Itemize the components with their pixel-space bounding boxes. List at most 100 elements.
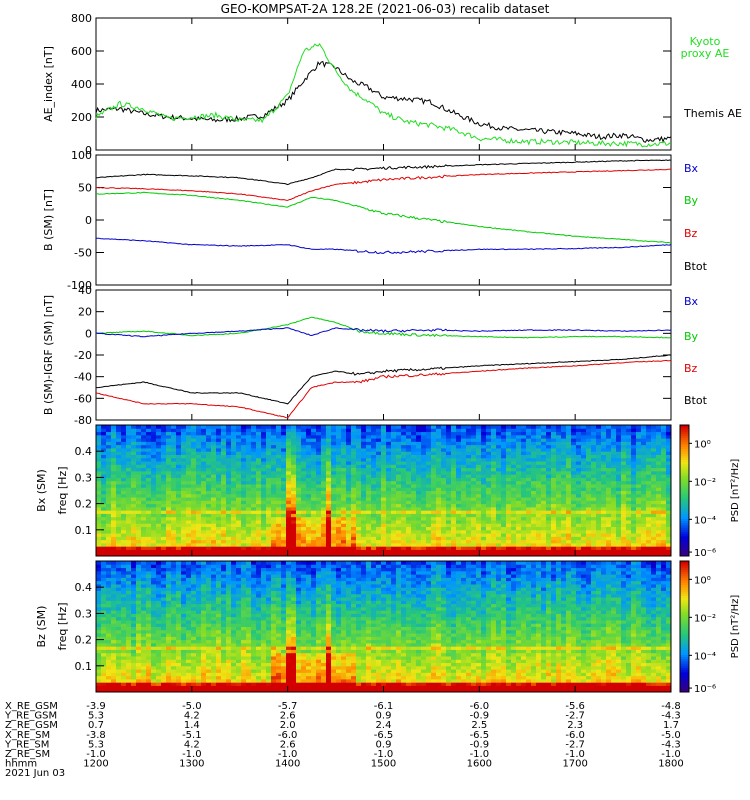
spectrogram-cell [421,457,427,462]
spectrogram-cell [536,523,542,528]
spectrogram-cell [216,519,222,524]
spectrogram-cell [291,539,297,544]
spectrogram-cell [491,425,497,429]
spectrogram-cell [286,533,292,537]
spectrogram-cell [481,497,487,501]
spectrogram-cell [306,506,312,511]
spectrogram-cell [301,549,307,554]
spectrogram-cell [361,549,367,554]
spectrogram-cell [421,510,427,514]
spectrogram-cell [506,451,512,455]
spectrogram-cell [101,474,107,478]
spectrogram-cell [456,428,462,433]
spectrogram-cell [401,477,407,482]
spectrogram-cell [371,451,377,455]
spectrogram-cell [361,493,367,498]
spectrogram-cell [141,441,147,446]
spectrogram-cell [281,474,287,478]
spectrogram-cell [496,546,502,550]
spectrogram-cell [141,526,147,531]
spectrogram-cell [536,434,542,439]
spectrogram-cell [366,506,372,511]
spectrogram-cell [191,457,197,462]
spectrogram-cell [656,552,662,557]
spectrogram-cell [281,428,287,433]
spectrogram-cell [656,539,662,544]
spectrogram-cell [471,438,477,442]
spectrogram-cell [351,474,357,478]
spectrogram-cell [566,490,572,495]
spectrogram-cell [661,483,667,488]
spectrogram-cell [641,464,647,469]
spectrogram-cell [551,467,557,472]
spectrogram-cell [651,441,657,446]
spectrogram-cell [651,467,657,472]
spectrogram-cell [116,500,122,505]
spectrogram-cell [576,431,582,436]
spectrogram-cell [411,529,417,534]
spectrogram-cell [626,431,632,436]
spectrogram-cell [306,529,312,534]
spectrogram-cell [101,516,107,521]
spectrogram-cell [106,490,112,495]
spectrogram-cell [361,487,367,491]
spectrogram-cell [341,467,347,472]
spectrogram-cell [656,461,662,465]
spectrogram-cell [636,536,642,541]
spectrogram-cell [121,487,127,491]
spectrogram-cell [171,513,177,518]
spectrogram-cell [181,438,187,442]
spectrogram-cell [516,506,522,511]
spectrogram-cell [176,441,182,446]
spectrogram-cell [96,613,102,618]
spectrogram-cell [591,539,597,544]
spectrogram-cell [141,493,147,498]
spectrogram-cell [301,542,307,547]
spectrogram-cell [116,533,122,537]
spectrogram-cell [121,451,127,455]
spectrogram-cell [636,523,642,528]
spectrogram-cell [416,519,422,524]
spectrogram-cell [381,477,387,482]
spectrogram-cell [101,672,107,677]
spectrogram-cell [106,603,112,608]
spectrogram-cell [481,510,487,514]
spectrogram-cell [111,567,117,572]
spectrogram-cell [616,533,622,537]
spectrogram-cell [551,533,557,537]
spectrogram-cell [426,464,432,469]
spectrogram-cell [666,461,672,465]
spectrogram-cell [616,428,622,433]
spectrogram-cell [106,474,112,478]
spectrogram-cell [446,506,452,511]
spectrogram-cell [136,428,142,433]
spectrogram-cell [261,519,267,524]
spectrogram-cell [586,497,592,501]
spectrogram-cell [481,428,487,433]
spectrogram-cell [606,539,612,544]
spectrogram-cell [301,536,307,541]
spectrogram-cell [631,428,637,433]
spectrogram-cell [316,461,322,465]
spectrogram-cell [536,431,542,436]
spectrogram-cell [471,477,477,482]
spectrogram-cell [201,523,207,528]
spectrogram-cell [271,519,277,524]
spectrogram-cell [346,503,352,508]
spectrogram-cell [146,477,152,482]
spectrogram-cell [531,451,537,455]
spectrogram-cell [341,451,347,455]
spectrogram-cell [506,503,512,508]
spectrogram-cell [406,470,412,475]
spectrogram-cell [296,546,302,550]
spectrogram-cell [161,451,167,455]
spectrogram-cell [536,539,542,544]
spectrogram-cell [661,552,667,557]
spectrogram-cell [476,480,482,485]
colorbar-segment [680,453,689,457]
spectrogram-cell [161,542,167,547]
spectrogram-cell [206,454,212,459]
spectrogram-cell [496,444,502,449]
spectrogram-cell [191,519,197,524]
spectrogram-cell [171,523,177,528]
